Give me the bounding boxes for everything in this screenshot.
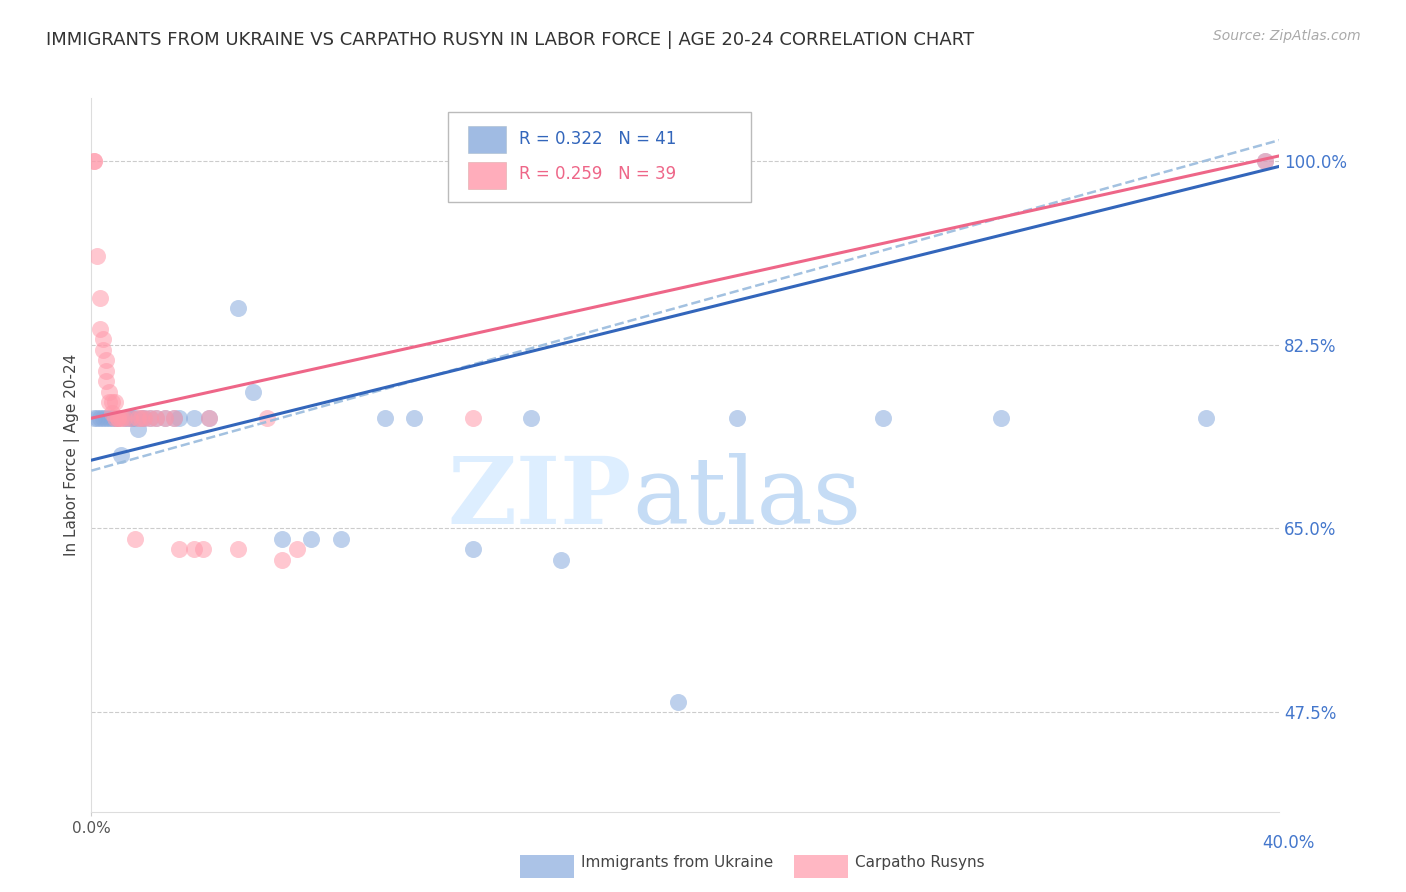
Point [121,411,143,425]
Point [461,542,484,557]
Point [197,411,219,425]
Point [139,411,162,425]
Point [285,542,308,557]
Point [124,411,146,425]
Point [101,395,124,409]
Point [94,364,117,378]
Point [98,411,121,425]
Point [183,542,205,557]
Point [94,411,117,425]
Point [129,411,152,425]
Point [112,411,135,425]
Y-axis label: In Labor Force | Age 20-24: In Labor Force | Age 20-24 [65,354,80,556]
Point [101,406,124,420]
Point [91,411,114,425]
Point [271,532,294,546]
Point [110,448,132,462]
Point [153,411,176,425]
Point [107,411,129,425]
Point [169,542,191,557]
Point [1195,411,1218,425]
Text: R = 0.259   N = 39: R = 0.259 N = 39 [519,166,676,184]
Point [101,411,124,425]
Point [1254,154,1277,169]
Point [374,411,396,425]
Point [83,154,105,169]
Point [329,532,352,546]
Point [129,411,152,425]
Point [94,375,117,389]
Point [145,411,167,425]
Point [86,248,108,262]
Point [153,411,176,425]
Point [990,411,1012,425]
Point [1254,154,1277,169]
Point [94,353,117,368]
Point [256,411,278,425]
Point [89,322,111,336]
Text: ZIP: ZIP [447,453,631,542]
Point [183,411,205,425]
Point [162,411,184,425]
Point [107,411,129,425]
Point [127,411,149,425]
Point [124,532,146,546]
Point [83,411,105,425]
Point [104,411,127,425]
Point [91,343,114,357]
Point [520,411,543,425]
Point [110,411,132,425]
Point [112,411,135,425]
Point [872,411,894,425]
Text: IMMIGRANTS FROM UKRAINE VS CARPATHO RUSYN IN LABOR FORCE | AGE 20-24 CORRELATION: IMMIGRANTS FROM UKRAINE VS CARPATHO RUSY… [46,31,974,49]
Point [104,411,127,425]
Point [98,384,121,399]
Point [104,395,127,409]
Point [118,411,141,425]
Point [226,301,249,315]
Point [91,333,114,347]
Point [89,411,111,425]
Text: Carpatho Rusyns: Carpatho Rusyns [855,855,984,870]
Point [127,422,149,436]
Point [83,154,105,169]
Point [191,542,214,557]
Point [145,411,167,425]
Point [242,384,264,399]
Point [299,532,322,546]
Point [404,411,426,425]
Point [98,395,121,409]
Text: R = 0.322   N = 41: R = 0.322 N = 41 [519,130,676,148]
Point [226,542,249,557]
FancyBboxPatch shape [468,161,506,189]
Point [118,411,141,425]
Point [107,411,129,425]
Point [725,411,748,425]
Text: Source: ZipAtlas.com: Source: ZipAtlas.com [1213,29,1361,43]
Text: atlas: atlas [631,453,862,542]
Point [162,411,184,425]
Point [197,411,219,425]
Point [134,411,156,425]
Text: 40.0%: 40.0% [1263,834,1315,852]
Point [89,291,111,305]
Point [461,411,484,425]
FancyBboxPatch shape [468,126,506,153]
Point [169,411,191,425]
Point [666,694,689,708]
Point [550,553,572,567]
Point [139,411,162,425]
FancyBboxPatch shape [447,112,751,202]
Point [115,411,138,425]
Point [134,411,156,425]
Text: Immigrants from Ukraine: Immigrants from Ukraine [581,855,773,870]
Point [86,411,108,425]
Point [271,553,294,567]
